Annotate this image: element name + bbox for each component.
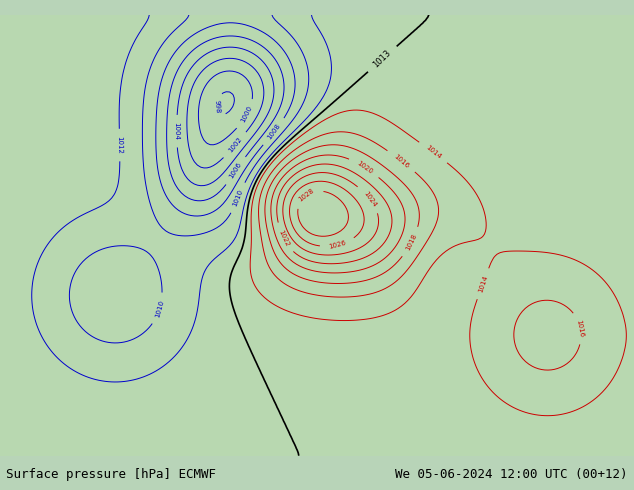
Text: 1018: 1018 <box>404 233 418 251</box>
Text: 1000: 1000 <box>240 105 254 124</box>
Text: 1004: 1004 <box>174 122 179 140</box>
Text: 1026: 1026 <box>328 240 347 250</box>
Text: 1028: 1028 <box>297 187 315 203</box>
Bar <box>0 15 259 456</box>
Text: 1010: 1010 <box>232 188 244 207</box>
Text: 1024: 1024 <box>362 190 377 208</box>
Text: 1014: 1014 <box>424 145 442 160</box>
Text: 1020: 1020 <box>356 160 373 175</box>
Text: Surface pressure [hPa] ECMWF: Surface pressure [hPa] ECMWF <box>6 467 216 481</box>
Text: 1014: 1014 <box>477 274 489 293</box>
Text: 1008: 1008 <box>266 122 281 141</box>
Text: 1006: 1006 <box>228 162 243 180</box>
Text: 1022: 1022 <box>277 229 290 247</box>
Text: 1012: 1012 <box>117 136 123 154</box>
Text: 1002: 1002 <box>227 136 243 154</box>
Text: 1013: 1013 <box>372 49 393 70</box>
Text: 1016: 1016 <box>392 153 410 169</box>
Text: We 05-06-2024 12:00 UTC (00+12): We 05-06-2024 12:00 UTC (00+12) <box>395 467 628 481</box>
Text: 1010: 1010 <box>154 299 165 318</box>
Text: 998: 998 <box>213 99 220 113</box>
Text: 1016: 1016 <box>576 318 585 338</box>
